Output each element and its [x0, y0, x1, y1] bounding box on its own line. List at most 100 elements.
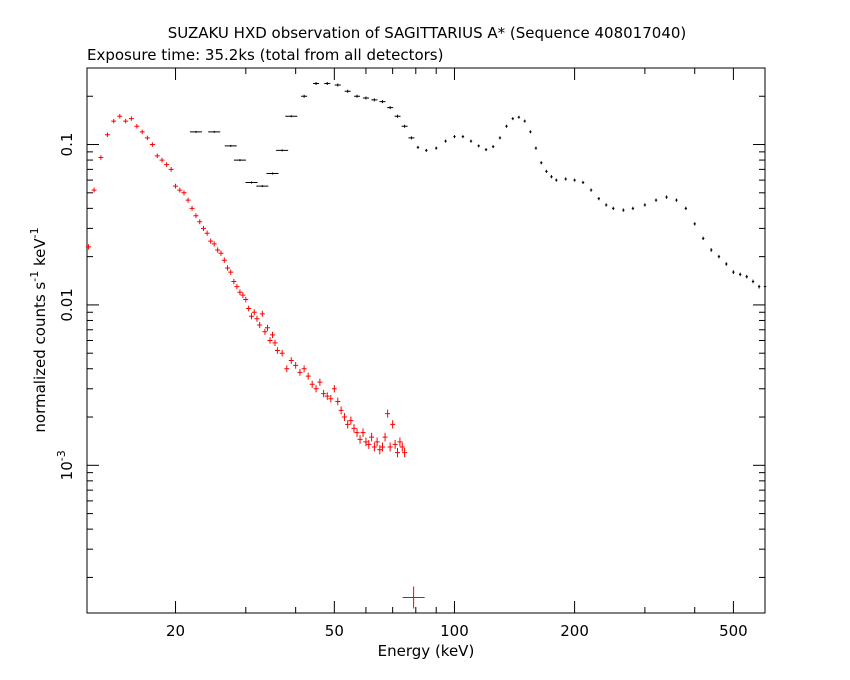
data-point — [204, 230, 210, 236]
data-point — [385, 409, 391, 418]
data-point — [643, 203, 647, 207]
data-point — [270, 331, 276, 339]
data-point — [453, 135, 456, 139]
data-point — [221, 257, 227, 263]
data-point — [348, 416, 354, 425]
data-point — [193, 213, 199, 219]
data-point — [189, 130, 202, 133]
x-tick-label: 200 — [560, 622, 589, 640]
data-point — [338, 406, 344, 415]
data-point — [144, 135, 150, 141]
data-point — [231, 278, 237, 285]
data-point — [545, 169, 548, 173]
data-point — [360, 428, 366, 437]
data-point — [139, 129, 145, 135]
data-point — [517, 115, 521, 119]
data-point — [185, 197, 191, 203]
data-point — [540, 161, 543, 165]
data-point — [215, 247, 221, 253]
data-point — [604, 203, 608, 207]
series-0 — [85, 114, 425, 609]
data-point — [612, 206, 615, 210]
data-point — [341, 413, 347, 422]
data-point — [149, 142, 155, 147]
data-point — [218, 250, 224, 256]
axis-ticks — [87, 68, 766, 613]
data-point — [256, 185, 269, 188]
data-point — [98, 155, 104, 160]
data-point — [573, 178, 576, 182]
data-point — [284, 365, 290, 373]
data-point — [128, 116, 134, 121]
data-point — [374, 437, 380, 447]
x-tick-label: 50 — [325, 622, 344, 640]
data-point — [363, 437, 369, 447]
data-point — [491, 145, 495, 149]
data-point — [416, 145, 420, 149]
data-point — [701, 236, 705, 241]
data-point — [254, 315, 260, 322]
data-point — [371, 98, 378, 102]
y-tick-label: 0.01 — [58, 288, 76, 321]
y-tick-label: 10-3 — [55, 450, 76, 480]
data-point — [234, 283, 240, 290]
data-point — [335, 397, 341, 406]
data-point — [134, 124, 140, 129]
data-series — [85, 82, 767, 609]
data-point — [362, 96, 369, 100]
data-point — [233, 159, 246, 162]
data-point — [324, 82, 331, 86]
data-point — [469, 139, 473, 143]
data-point — [313, 385, 319, 393]
data-point — [693, 222, 696, 226]
data-point — [371, 442, 377, 452]
data-point — [228, 269, 234, 275]
data-point — [245, 181, 258, 184]
data-point — [757, 284, 761, 289]
data-point — [159, 157, 165, 163]
data-point — [272, 339, 278, 347]
x-tick-labels: 20 50 100 200 500 — [166, 622, 748, 640]
data-point — [354, 94, 361, 98]
data-point — [710, 248, 713, 252]
data-point — [181, 190, 187, 196]
data-point — [248, 313, 254, 320]
data-point — [534, 146, 538, 150]
data-point — [394, 114, 401, 118]
data-point — [200, 225, 206, 231]
data-point — [313, 82, 320, 86]
data-point — [276, 149, 289, 152]
data-point — [425, 148, 428, 152]
x-tick-label: 500 — [719, 622, 748, 640]
data-point — [763, 284, 767, 289]
data-point — [85, 244, 91, 250]
x-tick-label: 20 — [166, 622, 185, 640]
data-point — [164, 162, 170, 167]
data-point — [589, 188, 593, 192]
data-point — [117, 114, 123, 119]
data-point — [564, 177, 567, 181]
data-point — [675, 198, 678, 202]
data-point — [237, 289, 243, 296]
data-point — [555, 178, 558, 182]
data-point — [395, 448, 401, 458]
y-axis-label-exp1: -1 — [28, 271, 41, 282]
data-point — [505, 124, 508, 128]
data-point — [293, 361, 299, 369]
data-point — [257, 321, 263, 328]
data-point — [344, 89, 351, 93]
data-point — [511, 117, 514, 121]
series-1 — [189, 82, 767, 289]
data-point — [461, 135, 465, 139]
data-point — [387, 442, 393, 452]
data-point — [168, 167, 174, 172]
data-point — [581, 180, 585, 185]
data-point — [243, 296, 249, 303]
data-point — [321, 389, 327, 398]
data-point — [717, 254, 721, 259]
data-point — [550, 175, 553, 179]
data-point — [288, 357, 294, 364]
data-point — [104, 132, 110, 138]
data-point — [354, 428, 360, 437]
data-point — [334, 83, 341, 87]
